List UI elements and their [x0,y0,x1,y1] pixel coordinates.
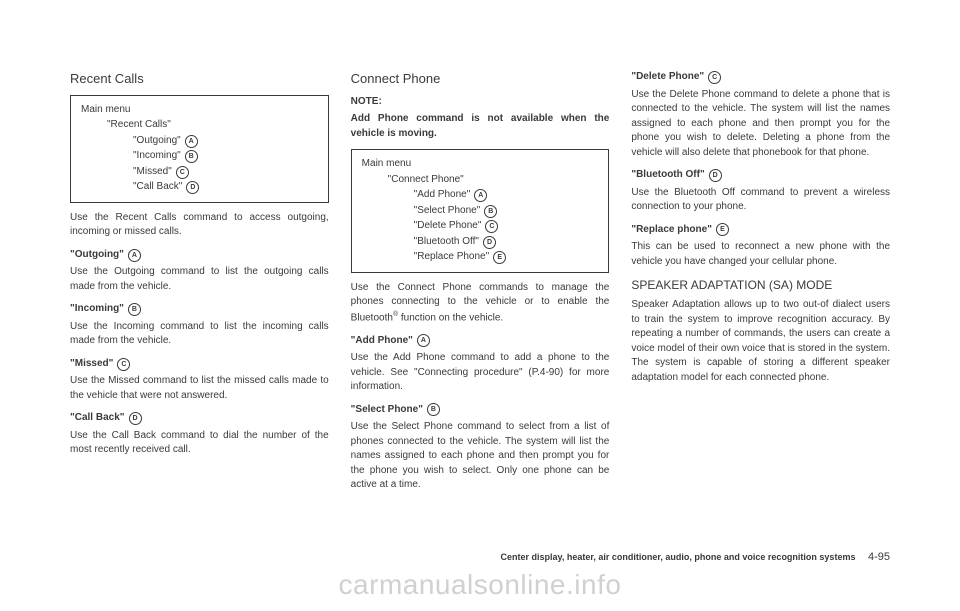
replace-heading: "Replace phone" E [631,223,890,238]
ring-icon: C [708,71,721,84]
ring-icon: C [176,166,189,179]
ring-icon: B [427,403,440,416]
ring-icon: E [716,223,729,236]
menu-header: Main menu [362,157,599,172]
menu-item: "Select Phone"B [362,204,599,219]
ring-icon: D [129,412,142,425]
menu-item-label: "Incoming" [133,149,181,164]
note-label: NOTE: [351,95,610,110]
callback-heading: "Call Back" D [70,411,329,426]
ring-icon: A [185,135,198,148]
menu-item: "Call Back" D [81,180,318,195]
selectphone-body: Use the Select Phone command to select f… [351,420,610,493]
menu-item-label: "Call Back" [133,180,182,195]
deletephone-body: Use the Delete Phone command to delete a… [631,88,890,161]
column-1: Recent Calls Main menu "Recent Calls" "O… [70,70,329,501]
sa-body: Speaker Adaptation allows up to two out-… [631,298,890,385]
replace-body: This can be used to reconnect a new phon… [631,240,890,269]
heading-text: "Call Back" [70,411,125,426]
page-footer: Center display, heater, air conditioner,… [501,551,890,563]
menu-item-label: "Replace Phone" [414,250,489,265]
menu-item-label: "Select Phone" [414,204,481,219]
menu-item: "Incoming" B [81,149,318,164]
ring-icon: A [474,189,487,202]
ring-icon: A [128,249,141,262]
menu-item: "Replace Phone" E [362,250,599,265]
page-number: 4-95 [868,551,890,563]
heading-text: "Select Phone" [351,403,423,418]
page-content: Recent Calls Main menu "Recent Calls" "O… [0,0,960,521]
outgoing-body: Use the Outgoing command to list the out… [70,265,329,294]
connect-intro: Use the Connect Phone commands to manage… [351,281,610,326]
menu-item: "Bluetooth Off" D [362,235,599,250]
menu-item-label: "Delete Phone" [414,219,482,234]
footer-section: Center display, heater, air conditioner,… [501,552,856,562]
ring-icon: B [128,303,141,316]
outgoing-heading: "Outgoing" A [70,248,329,263]
menu-sub: "Connect Phone" [362,173,599,188]
heading-text: "Add Phone" [351,334,413,349]
heading-text: "Incoming" [70,302,124,317]
incoming-heading: "Incoming" B [70,302,329,317]
recent-calls-menu: Main menu "Recent Calls" "Outgoing" A "In… [70,95,329,203]
column-2: Connect Phone NOTE: Add Phone command is… [351,70,610,501]
deletephone-heading: "Delete Phone" C [631,70,890,85]
heading-text: "Bluetooth Off" [631,168,704,183]
menu-item-label: "Add Phone" [414,188,471,203]
intro-part-b: function on the vehicle. [398,312,503,323]
ring-icon: D [709,169,722,182]
addphone-body: Use the Add Phone command to add a phone… [351,351,610,395]
callback-body: Use the Call Back command to dial the nu… [70,429,329,458]
menu-item: "Delete Phone"C [362,219,599,234]
ring-icon: C [117,358,130,371]
btoff-heading: "Bluetooth Off" D [631,168,890,183]
heading-text: "Replace phone" [631,223,712,238]
column-3: "Delete Phone" C Use the Delete Phone com… [631,70,890,501]
btoff-body: Use the Bluetooth Off command to prevent… [631,186,890,215]
addphone-heading: "Add Phone" A [351,334,610,349]
missed-body: Use the Missed command to list the misse… [70,374,329,403]
intro-text: Use the Recent Calls command to access o… [70,211,329,240]
ring-icon: A [417,334,430,347]
menu-item: "Add Phone"A [362,188,599,203]
missed-heading: "Missed" C [70,357,329,372]
menu-header: Main menu [81,103,318,118]
incoming-body: Use the Incoming command to list the inc… [70,320,329,349]
connect-phone-title: Connect Phone [351,70,610,89]
heading-text: "Missed" [70,357,113,372]
ring-icon: B [185,150,198,163]
note-body: Add Phone command is not available when … [351,112,610,141]
menu-sub: "Recent Calls" [81,118,318,133]
heading-text: "Outgoing" [70,248,124,263]
sa-title: SPEAKER ADAPTATION (SA) MODE [631,277,890,294]
selectphone-heading: "Select Phone" B [351,403,610,418]
ring-icon: E [493,251,506,264]
ring-icon: B [484,205,497,218]
menu-item: "Outgoing" A [81,134,318,149]
menu-item-label: "Outgoing" [133,134,181,149]
ring-icon: D [483,236,496,249]
ring-icon: D [186,181,199,194]
menu-item: "Missed" C [81,165,318,180]
menu-item-label: "Bluetooth Off" [414,235,479,250]
ring-icon: C [485,220,498,233]
menu-item-label: "Missed" [133,165,172,180]
heading-text: "Delete Phone" [631,70,704,85]
recent-calls-title: Recent Calls [70,70,329,89]
connect-phone-menu: Main menu "Connect Phone" "Add Phone"A "… [351,149,610,273]
watermark: carmanualsonline.info [0,569,960,601]
